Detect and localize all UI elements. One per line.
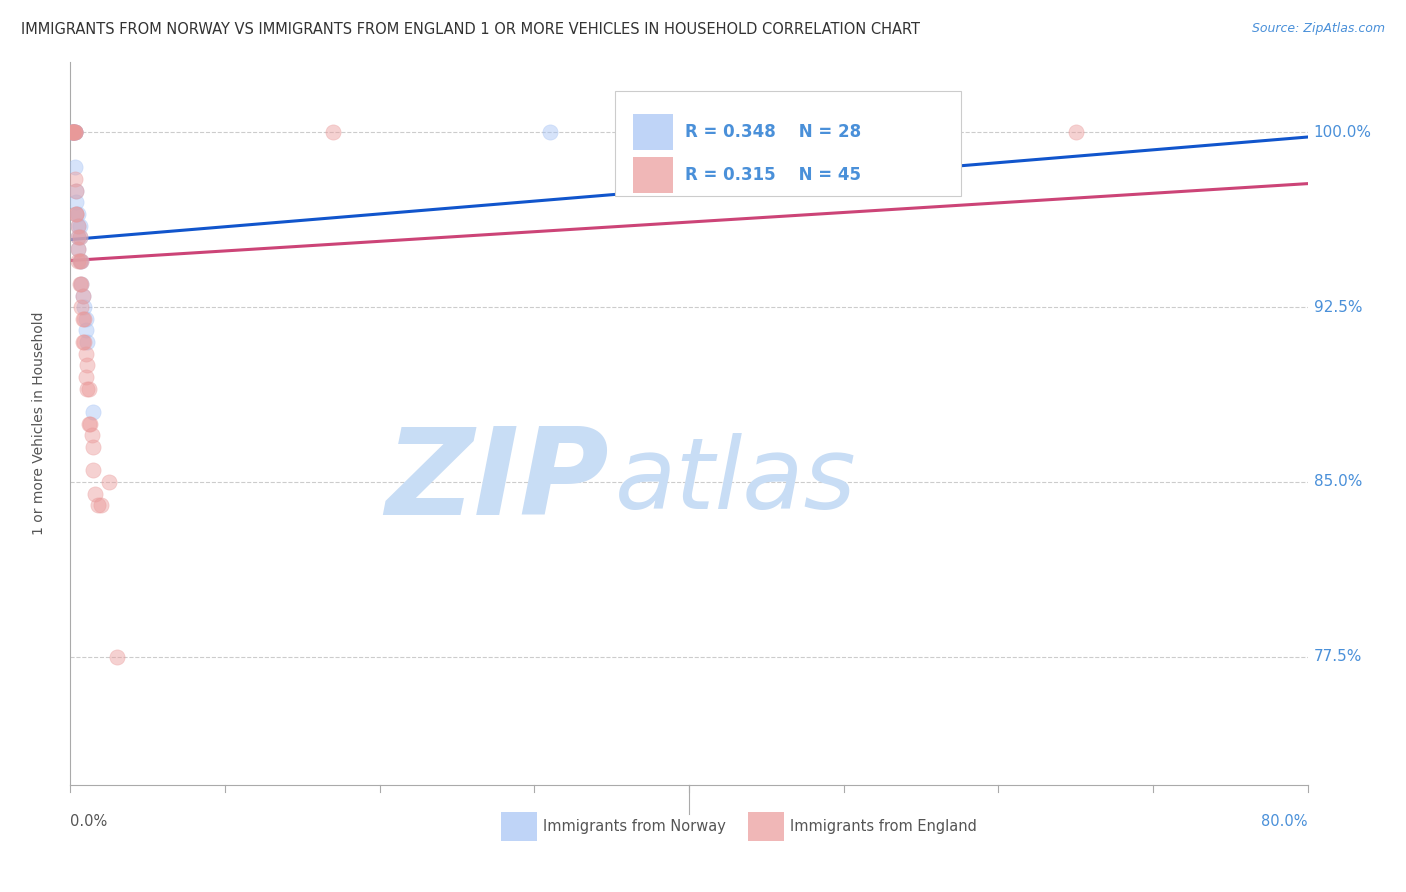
- Text: 80.0%: 80.0%: [1261, 814, 1308, 829]
- Point: [60, 125, 83, 139]
- Point: [73, 300, 96, 314]
- Point: [75, 347, 97, 361]
- Point: [69, 253, 91, 268]
- FancyBboxPatch shape: [633, 114, 673, 150]
- FancyBboxPatch shape: [614, 91, 962, 196]
- Point: [63, 172, 86, 186]
- Text: 85.0%: 85.0%: [1313, 475, 1362, 490]
- Point: [65, 207, 87, 221]
- Point: [76, 359, 98, 373]
- Point: [77, 382, 100, 396]
- Point: [70, 277, 93, 291]
- Point: [70, 300, 93, 314]
- Point: [65, 184, 87, 198]
- Point: [82, 440, 105, 454]
- Point: [98, 475, 120, 489]
- Point: [67, 230, 90, 244]
- Point: [63, 125, 86, 139]
- Point: [63, 125, 86, 139]
- Text: R = 0.315    N = 45: R = 0.315 N = 45: [685, 166, 862, 184]
- Point: [75, 323, 97, 337]
- Point: [72, 288, 94, 302]
- Point: [60, 125, 83, 139]
- Point: [72, 335, 94, 350]
- Point: [84, 486, 107, 500]
- Point: [62, 125, 84, 139]
- Point: [62, 125, 84, 139]
- Text: ZIP: ZIP: [385, 423, 609, 540]
- Point: [63, 125, 86, 139]
- Point: [67, 219, 90, 233]
- Point: [67, 242, 90, 256]
- Point: [70, 277, 93, 291]
- Point: [65, 207, 87, 221]
- Point: [90, 498, 112, 512]
- Point: [72, 311, 94, 326]
- Point: [63, 125, 86, 139]
- Point: [75, 311, 97, 326]
- Point: [77, 417, 100, 431]
- Point: [67, 242, 90, 256]
- Point: [538, 125, 561, 139]
- Text: 77.5%: 77.5%: [1313, 649, 1362, 665]
- Point: [69, 230, 91, 244]
- Point: [60, 125, 83, 139]
- Point: [69, 277, 91, 291]
- Point: [75, 370, 97, 384]
- Point: [70, 253, 93, 268]
- Point: [67, 219, 90, 233]
- Point: [1064, 125, 1087, 139]
- Point: [79, 417, 101, 431]
- Point: [72, 288, 94, 302]
- Point: [69, 219, 91, 233]
- Point: [69, 230, 91, 244]
- Point: [322, 125, 344, 139]
- Point: [65, 195, 87, 210]
- Text: Source: ZipAtlas.com: Source: ZipAtlas.com: [1251, 22, 1385, 36]
- Text: Immigrants from Norway: Immigrants from Norway: [543, 820, 725, 834]
- Point: [87, 498, 110, 512]
- Text: 92.5%: 92.5%: [1313, 300, 1362, 315]
- Point: [62, 125, 84, 139]
- Point: [63, 125, 86, 139]
- Point: [62, 125, 84, 139]
- Point: [62, 125, 84, 139]
- Point: [65, 184, 87, 198]
- Text: 1 or more Vehicles in Household: 1 or more Vehicles in Household: [32, 312, 46, 535]
- Point: [69, 253, 91, 268]
- Text: 0.0%: 0.0%: [70, 814, 107, 829]
- FancyBboxPatch shape: [748, 813, 785, 840]
- Point: [60, 125, 83, 139]
- Point: [105, 649, 128, 664]
- FancyBboxPatch shape: [501, 813, 537, 840]
- Point: [63, 161, 86, 175]
- Point: [62, 125, 84, 139]
- Point: [65, 207, 87, 221]
- Text: R = 0.348    N = 28: R = 0.348 N = 28: [685, 123, 862, 141]
- Point: [80, 428, 103, 442]
- FancyBboxPatch shape: [633, 157, 673, 193]
- Point: [76, 335, 98, 350]
- Point: [76, 382, 98, 396]
- Point: [63, 125, 86, 139]
- Point: [62, 125, 84, 139]
- Point: [70, 253, 93, 268]
- Point: [73, 335, 96, 350]
- Point: [67, 253, 90, 268]
- Text: atlas: atlas: [614, 433, 856, 530]
- Text: 100.0%: 100.0%: [1313, 125, 1372, 140]
- Text: Immigrants from England: Immigrants from England: [790, 820, 977, 834]
- Text: IMMIGRANTS FROM NORWAY VS IMMIGRANTS FROM ENGLAND 1 OR MORE VEHICLES IN HOUSEHOL: IMMIGRANTS FROM NORWAY VS IMMIGRANTS FRO…: [21, 22, 920, 37]
- Point: [82, 463, 105, 477]
- Point: [67, 230, 90, 244]
- Point: [82, 405, 105, 419]
- Point: [73, 311, 96, 326]
- Point: [67, 207, 90, 221]
